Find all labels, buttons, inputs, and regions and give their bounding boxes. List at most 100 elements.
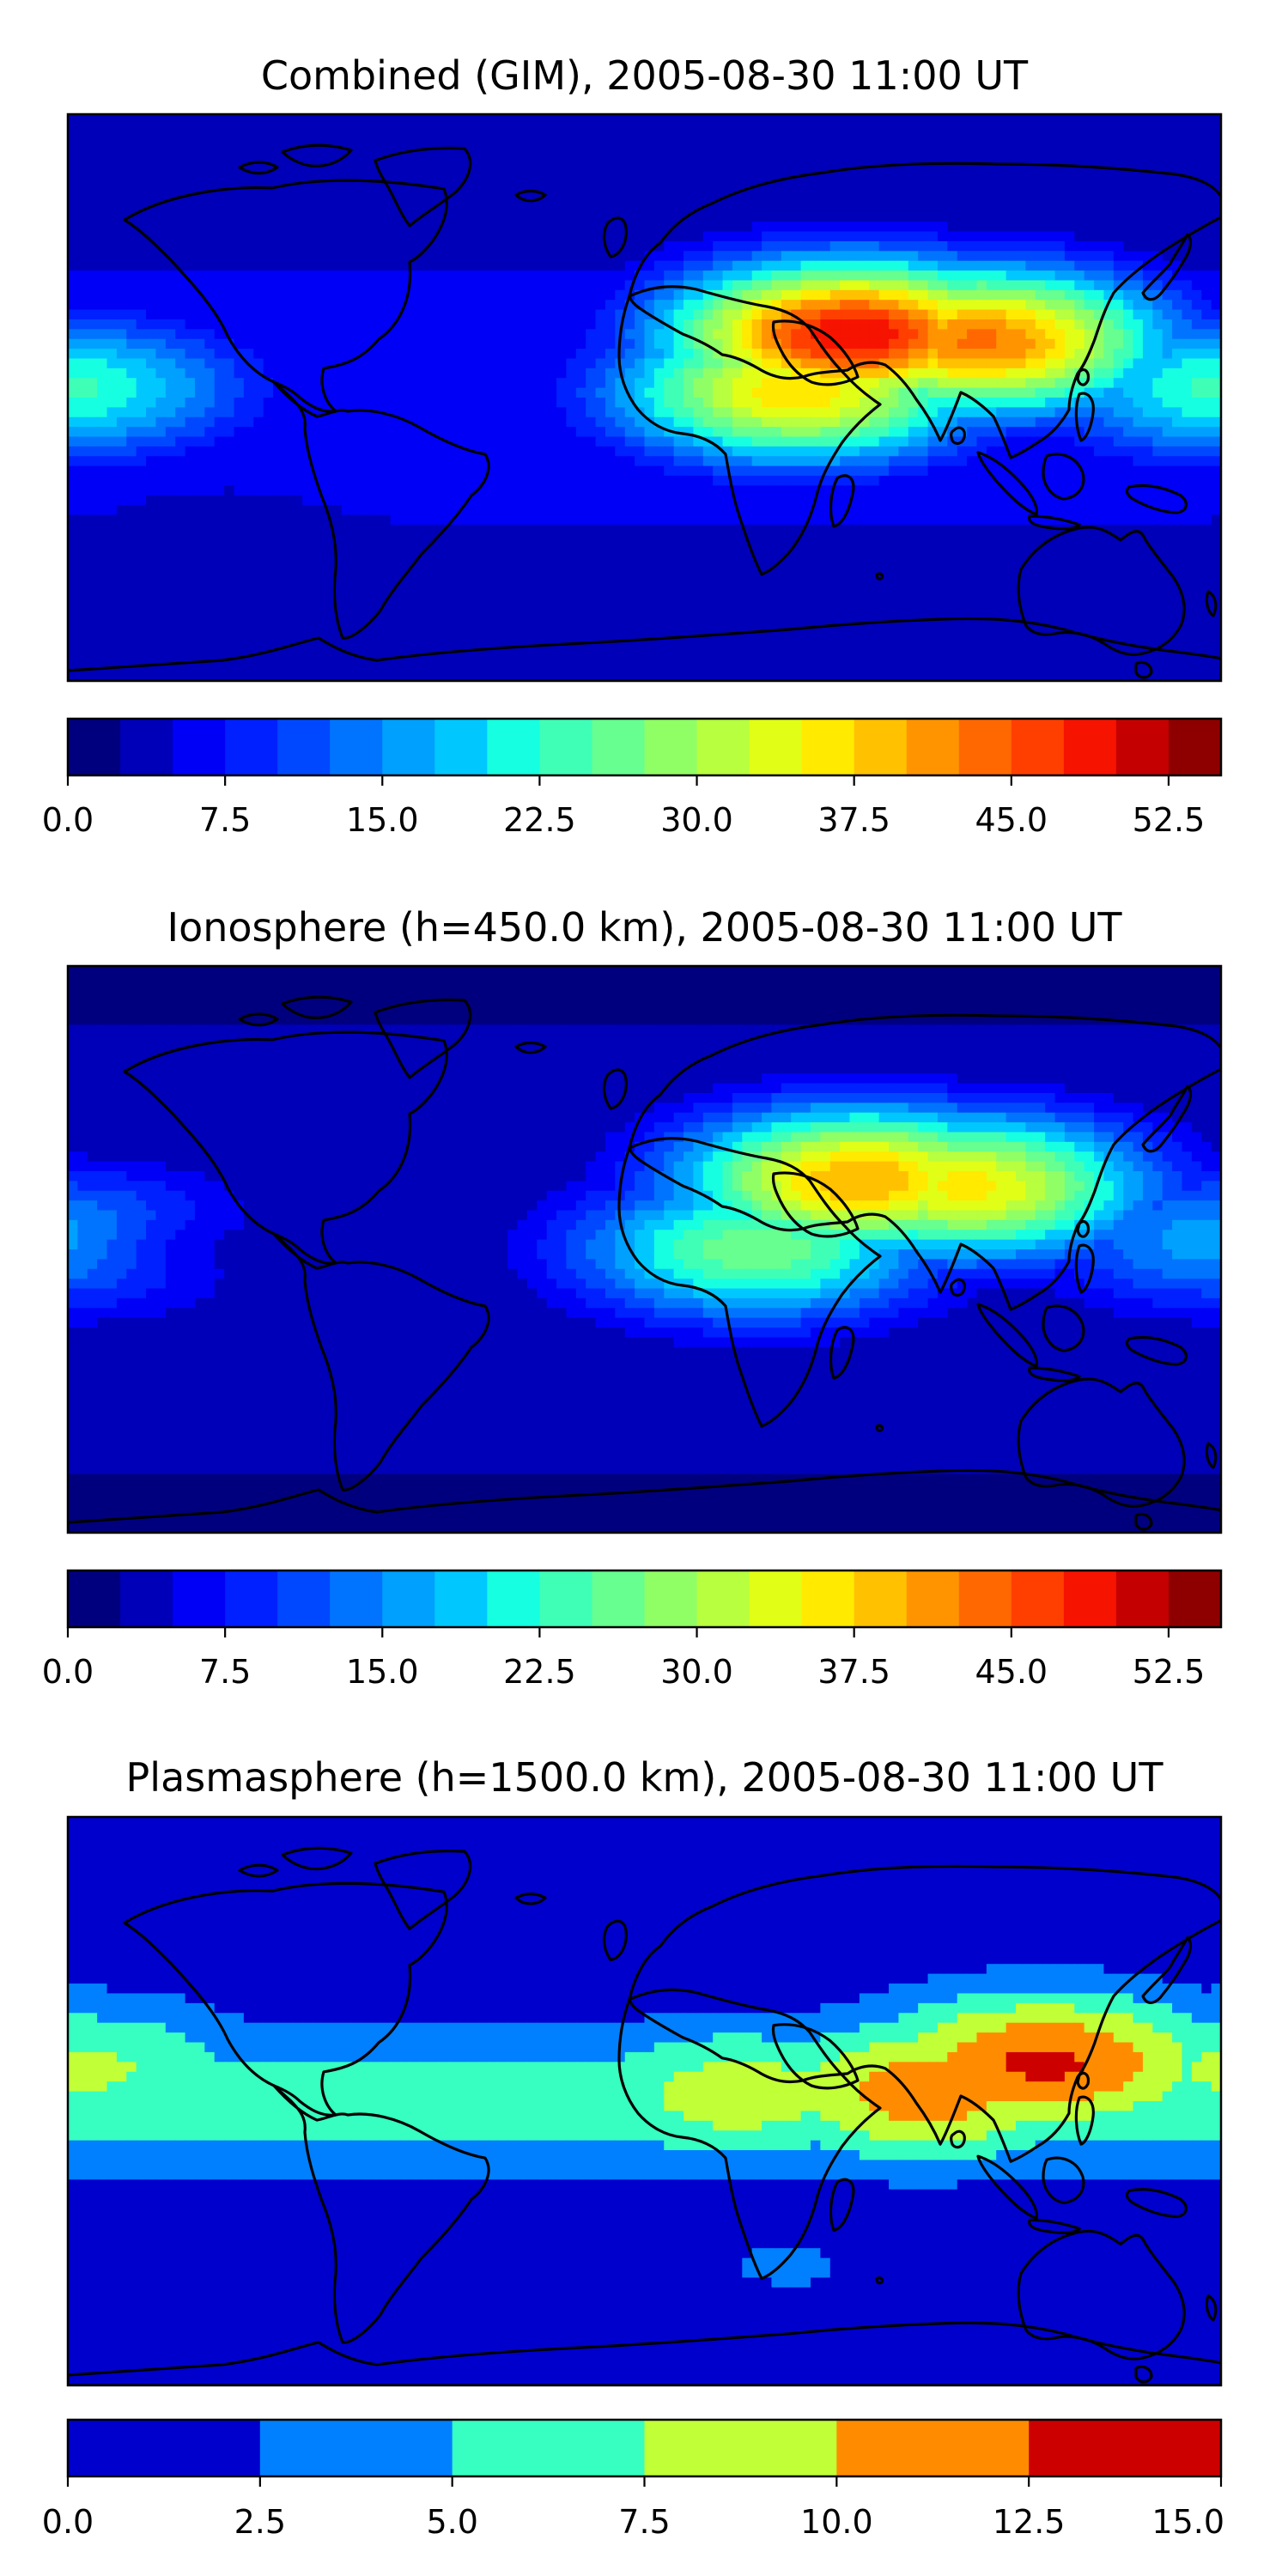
contour-cell <box>283 329 294 340</box>
contour-cell <box>537 162 548 173</box>
contour-cell <box>673 192 684 204</box>
contour-cell <box>517 338 528 349</box>
contour-cell <box>937 495 948 506</box>
contour-cell <box>624 251 635 262</box>
contour-cell <box>908 398 919 408</box>
contour-cell <box>448 260 459 271</box>
contour-cell <box>605 289 616 301</box>
contour-cell <box>800 143 811 155</box>
contour-cell <box>234 456 245 467</box>
contour-cell <box>693 260 704 271</box>
contour-cell <box>605 231 616 242</box>
contour-cell <box>800 495 811 506</box>
contour-cell <box>1133 133 1144 144</box>
contour-cell <box>849 182 860 193</box>
contour-cell <box>722 358 733 369</box>
contour-cell <box>1133 329 1144 340</box>
contour-cell <box>800 407 811 418</box>
contour-cell <box>263 446 274 457</box>
contour-cell <box>546 270 557 282</box>
contour-cell <box>1142 192 1153 204</box>
contour-cell <box>351 143 362 155</box>
contour-cell <box>116 309 127 320</box>
contour-cell <box>331 349 343 360</box>
contour-cell <box>419 280 430 291</box>
contour-cell <box>497 240 508 252</box>
contour-cell <box>292 240 303 252</box>
contour-cell <box>185 465 196 477</box>
contour-cell <box>937 309 948 320</box>
contour-cell <box>556 251 568 262</box>
contour-cell <box>1172 153 1183 164</box>
contour-cell <box>370 378 381 389</box>
contour-cell <box>468 407 479 418</box>
contour-cell <box>253 329 264 340</box>
contour-cell <box>1064 368 1075 379</box>
contour-cell <box>312 251 323 262</box>
contour-cell <box>175 485 186 496</box>
contour-cell <box>732 485 743 496</box>
contour-cell <box>351 456 362 467</box>
contour-cell <box>683 358 695 369</box>
contour-cell <box>1133 368 1144 379</box>
contour-cell <box>849 446 860 457</box>
contour-cell <box>732 192 743 204</box>
contour-cell <box>722 505 733 516</box>
contour-cell <box>302 222 313 233</box>
contour-cell <box>175 368 186 379</box>
contour-cell <box>967 446 978 457</box>
contour-cell <box>283 319 294 330</box>
contour-cell <box>575 456 586 467</box>
contour-cell <box>185 222 196 233</box>
contour-cell <box>820 162 831 173</box>
contour-cell <box>1133 251 1144 262</box>
contour-cell <box>370 456 381 467</box>
contour-cell <box>732 465 743 477</box>
contour-cell <box>713 349 724 360</box>
contour-cell <box>781 378 792 389</box>
contour-cell <box>918 505 929 516</box>
contour-cell <box>1201 211 1212 222</box>
contour-cell <box>331 358 343 369</box>
contour-cell <box>77 124 88 135</box>
contour-cell <box>898 456 909 467</box>
contour-cell <box>624 260 635 271</box>
contour-cell <box>283 124 294 135</box>
contour-cell <box>459 476 470 487</box>
contour-cell <box>1152 349 1163 360</box>
contour-cell <box>878 211 890 222</box>
contour-cell <box>702 505 714 516</box>
contour-cell <box>1015 240 1026 252</box>
contour-cell <box>722 436 733 447</box>
contour-cell <box>820 309 831 320</box>
contour-cell <box>204 124 216 135</box>
contour-cell <box>957 192 968 204</box>
contour-cell <box>459 202 470 213</box>
contour-cell <box>1094 378 1105 389</box>
contour-cell <box>1084 338 1095 349</box>
contour-cell <box>918 260 929 271</box>
contour-cell <box>575 173 586 184</box>
contour-cell <box>68 349 78 360</box>
contour-cell <box>781 260 792 271</box>
contour-cell <box>370 114 381 125</box>
contour-cell <box>556 260 568 271</box>
contour-cell <box>1172 319 1183 330</box>
contour-cell <box>742 505 753 516</box>
contour-cell <box>399 182 410 193</box>
contour-cell <box>800 465 811 477</box>
contour-cell <box>1162 495 1173 506</box>
contour-cell <box>459 211 470 222</box>
contour-cell <box>878 319 890 330</box>
contour-cell <box>68 222 78 233</box>
contour-cell <box>321 222 332 233</box>
contour-cell <box>722 309 733 320</box>
contour-cell <box>517 476 528 487</box>
contour-cell <box>673 514 684 526</box>
contour-cell <box>526 162 538 173</box>
contour-cell <box>253 124 264 135</box>
contour-cell <box>829 260 841 271</box>
contour-cell <box>351 289 362 301</box>
contour-cell <box>1074 260 1085 271</box>
contour-cell <box>878 446 890 457</box>
